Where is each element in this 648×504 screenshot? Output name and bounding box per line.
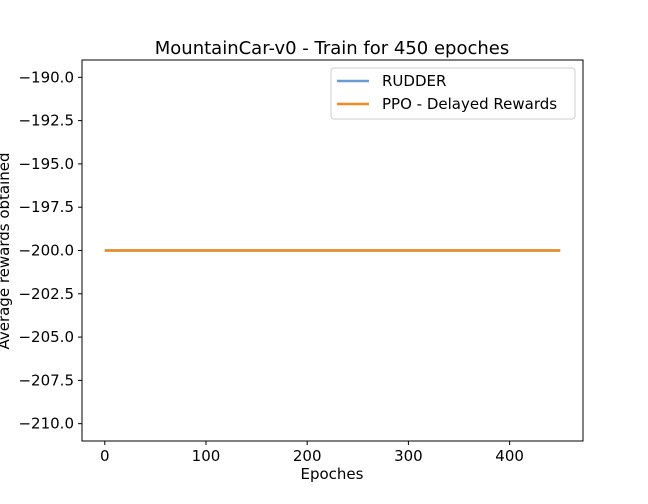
x-axis-ticks: 0 100 200 300 400 bbox=[100, 441, 524, 465]
chart-title: MountainCar-v0 - Train for 450 epoches bbox=[155, 38, 510, 59]
y-tick-label: −190.0 bbox=[18, 68, 74, 86]
y-tick-label: −200.0 bbox=[18, 242, 74, 260]
plot-frame bbox=[81, 59, 584, 442]
y-axis-label: Average rewards obtained bbox=[0, 152, 13, 349]
legend-label-1: PPO - Delayed Rewards bbox=[382, 95, 557, 113]
x-tick-label: 200 bbox=[293, 447, 322, 465]
y-tick-label: −202.5 bbox=[18, 285, 74, 303]
legend-box bbox=[330, 67, 576, 120]
x-tick-label: 100 bbox=[192, 447, 221, 465]
legend-label-0: RUDDER bbox=[382, 72, 446, 90]
x-axis-label: Epoches bbox=[301, 465, 364, 483]
y-tick-label: −205.0 bbox=[18, 328, 74, 346]
y-tick-label: −195.0 bbox=[18, 155, 74, 173]
x-tick-label: 400 bbox=[495, 447, 524, 465]
y-tick-label: −210.0 bbox=[18, 415, 74, 433]
y-tick-label: −192.5 bbox=[18, 112, 74, 130]
legend: RUDDER PPO - Delayed Rewards bbox=[330, 67, 576, 120]
x-tick-label: 300 bbox=[394, 447, 423, 465]
y-tick-label: −207.5 bbox=[18, 371, 74, 389]
y-tick-label: −197.5 bbox=[18, 198, 74, 216]
x-tick-label: 0 bbox=[100, 447, 110, 465]
y-axis-ticks: −190.0 −192.5 −195.0 −197.5 −200.0 −202.5 −205… bbox=[18, 68, 82, 433]
